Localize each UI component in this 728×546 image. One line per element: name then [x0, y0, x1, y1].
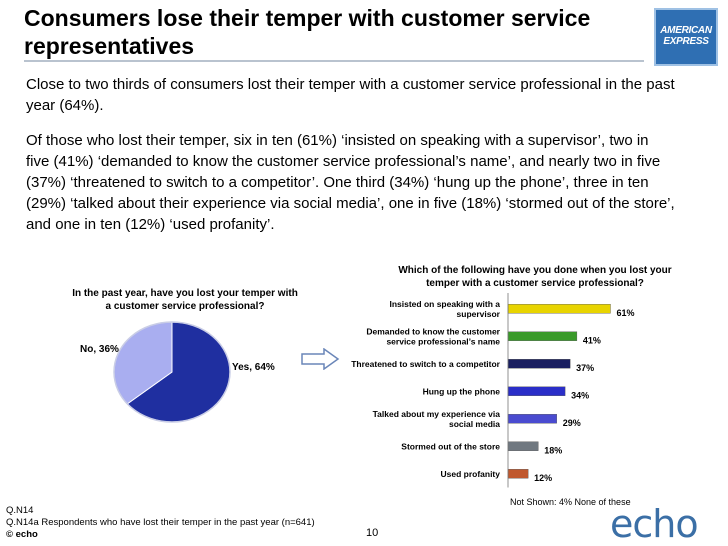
- echo-logo: echo: [610, 502, 699, 546]
- x-tick-label-5: 100%: [664, 494, 687, 496]
- value-label-6: 12%: [534, 473, 552, 483]
- paragraph-2: Of those who lost their temper, six in t…: [26, 132, 675, 233]
- bar-0: [507, 304, 611, 314]
- pie-label-no: No, 36%: [80, 344, 119, 355]
- amex-logo: AMERICAN EXPRESS: [654, 8, 718, 66]
- bar-5: [507, 441, 539, 451]
- bar-2: [507, 359, 571, 369]
- x-tick-label-1: 20%: [533, 494, 551, 496]
- value-label-3: 34%: [571, 390, 589, 400]
- copyright: © echo: [6, 529, 38, 540]
- pie-rim: [113, 321, 231, 423]
- footnote-q14a: Q.N14a Respondents who have lost their t…: [6, 517, 315, 528]
- category-label-3: Hung up the phone: [423, 386, 501, 396]
- category-label-0: Insisted on speaking with a supervisor: [389, 299, 500, 319]
- bar-4: [507, 414, 557, 424]
- footnote-q14: Q.N14: [6, 505, 34, 516]
- category-label-1: Demanded to know the customer service pro…: [366, 326, 500, 346]
- x-tick-label-0: 0%: [501, 494, 514, 496]
- value-label-0: 61%: [616, 308, 634, 318]
- x-tick-label-3: 60%: [600, 494, 618, 496]
- title-block: Consumers lose their temper with custome…: [24, 4, 644, 60]
- bar-6: [507, 469, 529, 479]
- pie-chart: [112, 320, 232, 430]
- value-label-5: 18%: [544, 445, 562, 455]
- category-label-6: Used profanity: [440, 469, 500, 479]
- pie-label-yes: Yes, 64%: [232, 362, 275, 373]
- value-label-2: 37%: [576, 363, 594, 373]
- value-label-1: 41%: [583, 335, 601, 345]
- bar-chart: Insisted on speaking with a supervisor 61%…: [351, 293, 688, 496]
- title-divider: [24, 60, 644, 62]
- paragraph-1: Close to two thirds of consumers lost th…: [26, 76, 675, 114]
- bar-3: [507, 386, 566, 396]
- page-number: 10: [366, 527, 379, 539]
- pie-svg: [113, 321, 231, 423]
- bar-chart-note: Not Shown: 4% None of these: [510, 497, 631, 507]
- slide-title: Consumers lose their temper with custome…: [24, 5, 591, 59]
- arrow-right-icon: [301, 348, 340, 370]
- logo-line-1: AMERICAN: [660, 25, 712, 36]
- bar-1: [507, 331, 578, 341]
- pie-chart-title: In the past year, have you lost your tem…: [72, 288, 298, 312]
- category-label-5: Stormed out of the store: [401, 441, 500, 451]
- x-tick-label-2: 40%: [566, 494, 584, 496]
- body-text: Close to two thirds of consumers lost th…: [26, 74, 676, 249]
- category-label-2: Threatened to switch to a competitor: [351, 359, 500, 369]
- value-label-4: 29%: [563, 418, 581, 428]
- x-tick-label-4: 80%: [633, 494, 651, 496]
- category-label-4: Talked about my experience via social med…: [373, 409, 501, 429]
- bar-chart-title: Which of the following have you done whe…: [398, 265, 672, 289]
- logo-line-2: EXPRESS: [663, 36, 709, 47]
